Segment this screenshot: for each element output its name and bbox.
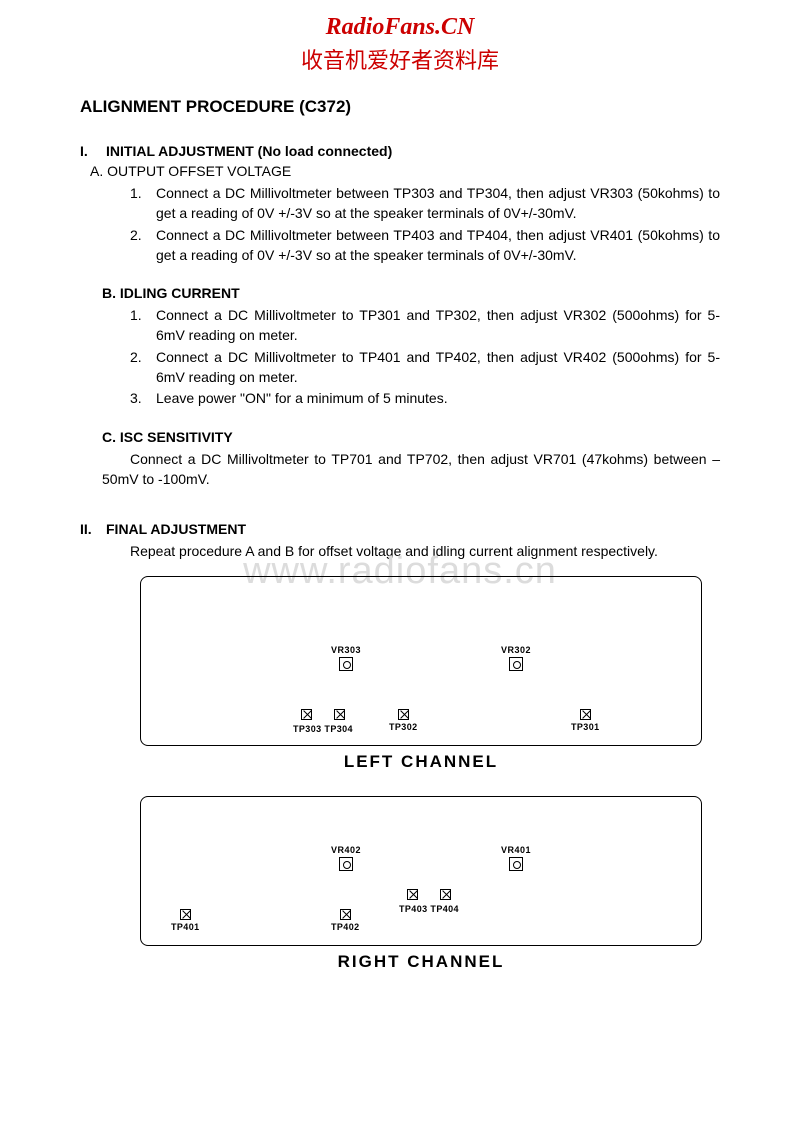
tp-symbol: [407, 889, 418, 900]
item-text: Connect a DC Millivoltmeter to TP301 and…: [156, 307, 720, 343]
heading-1-text: INITIAL ADJUSTMENT (No load connected): [106, 143, 392, 159]
tp-label: TP402: [331, 922, 360, 932]
section-2-heading: II.FINAL ADJUSTMENT: [80, 521, 720, 537]
roman-1: I.: [80, 143, 106, 159]
item-text: Leave power "ON" for a minimum of 5 minu…: [156, 390, 448, 406]
vr-label: VR402: [331, 845, 361, 855]
tp-label: TP303 TP304: [293, 724, 353, 734]
tp-label: TP301: [571, 722, 600, 732]
list-item: 1.Connect a DC Millivoltmeter to TP301 a…: [130, 305, 720, 346]
tp-symbol: [301, 709, 312, 720]
text-c: Connect a DC Millivoltmeter to TP701 and…: [102, 449, 720, 490]
left-channel-title: LEFT CHANNEL: [140, 752, 702, 772]
tp-symbol: [580, 709, 591, 720]
tp-pair: TP403 TP404: [399, 889, 459, 914]
vr-symbol: [339, 657, 353, 671]
vr-label: VR303: [331, 645, 361, 655]
vr-label: VR302: [501, 645, 531, 655]
brand-subtitle: 收音机爱好者资料库: [0, 43, 800, 75]
vr-component: VR302: [501, 645, 531, 671]
subheading-a: A. OUTPUT OFFSET VOLTAGE: [90, 163, 720, 179]
tp-symbol: [334, 709, 345, 720]
tp-pair: TP303 TP304: [293, 709, 353, 734]
subheading-b: B. IDLING CURRENT: [102, 285, 720, 301]
right-channel-title: RIGHT CHANNEL: [140, 952, 702, 972]
vr-component: VR401: [501, 845, 531, 871]
left-channel-diagram: VR303 VR302 TP303 TP304 TP302 TP301: [140, 576, 720, 746]
brand-title: RadioFans.CN: [0, 14, 800, 41]
tp-label: TP401: [171, 922, 200, 932]
document-body: ALIGNMENT PROCEDURE (C372) I.INITIAL ADJ…: [0, 75, 800, 972]
list-a: 1.Connect a DC Millivoltmeter between TP…: [130, 183, 720, 265]
subheading-c: C. ISC SENSITIVITY: [102, 429, 720, 445]
text-final: Repeat procedure A and B for offset volt…: [130, 541, 720, 561]
diagram-box: VR402 VR401 TP403 TP404 TP401 TP402: [140, 796, 702, 946]
tp-component: TP402: [331, 909, 360, 932]
list-item: 2.Connect a DC Millivoltmeter between TP…: [130, 225, 720, 266]
vr-label: VR401: [501, 845, 531, 855]
page-header: RadioFans.CN 收音机爱好者资料库: [0, 0, 800, 75]
vr-symbol: [339, 857, 353, 871]
tp-label: TP302: [389, 722, 418, 732]
tp-component: TP401: [171, 909, 200, 932]
list-b: 1.Connect a DC Millivoltmeter to TP301 a…: [130, 305, 720, 408]
item-text: Connect a DC Millivoltmeter to TP401 and…: [156, 349, 720, 385]
tp-component: TP301: [571, 709, 600, 732]
heading-2-text: FINAL ADJUSTMENT: [106, 521, 246, 537]
item-text: Connect a DC Millivoltmeter between TP30…: [156, 185, 720, 221]
tp-symbol: [180, 909, 191, 920]
list-item: 1.Connect a DC Millivoltmeter between TP…: [130, 183, 720, 224]
list-item: 3.Leave power "ON" for a minimum of 5 mi…: [130, 388, 720, 408]
tp-symbol: [340, 909, 351, 920]
doc-title: ALIGNMENT PROCEDURE (C372): [80, 97, 720, 117]
right-channel-diagram: VR402 VR401 TP403 TP404 TP401 TP402: [140, 796, 720, 946]
diagram-box: VR303 VR302 TP303 TP304 TP302 TP301: [140, 576, 702, 746]
vr-symbol: [509, 657, 523, 671]
section-1-heading: I.INITIAL ADJUSTMENT (No load connected): [80, 143, 720, 159]
vr-component: VR402: [331, 845, 361, 871]
tp-component: TP302: [389, 709, 418, 732]
vr-symbol: [509, 857, 523, 871]
vr-component: VR303: [331, 645, 361, 671]
list-item: 2.Connect a DC Millivoltmeter to TP401 a…: [130, 347, 720, 388]
roman-2: II.: [80, 521, 106, 537]
tp-label: TP403 TP404: [399, 904, 459, 914]
item-text: Connect a DC Millivoltmeter between TP40…: [156, 227, 720, 263]
tp-symbol: [440, 889, 451, 900]
tp-symbol: [398, 709, 409, 720]
